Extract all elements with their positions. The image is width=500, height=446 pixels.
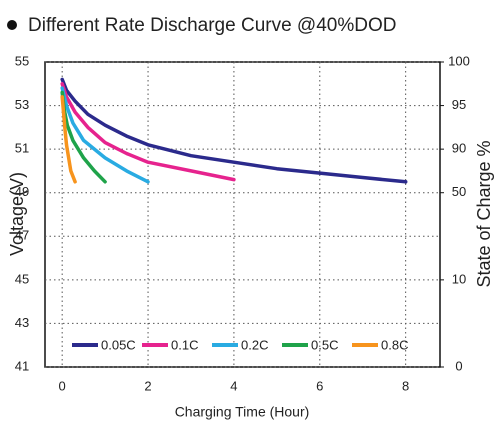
y-tick-label: 51 [15,141,29,156]
y2-tick-label: 90 [452,141,466,156]
y2-tick-label: 95 [452,97,466,112]
y-tick-label: 53 [15,97,29,112]
y2-tick-label: 50 [452,184,466,199]
x-tick-label: 8 [402,378,409,393]
y2-axis-label: State of Charge % [474,140,494,287]
chart-title: Different Rate Discharge Curve @40%DOD [28,15,396,36]
y2-tick-label: 100 [448,53,470,68]
x-tick-label: 0 [59,378,66,393]
y-tick-label: 45 [15,271,29,286]
legend-label: 0.1C [171,337,198,352]
y-tick-label: 49 [15,184,29,199]
series-line [60,77,408,184]
legend-label: 0.05C [101,337,136,352]
x-axis-label: Charging Time (Hour) [175,404,310,420]
series-line [60,82,236,182]
x-tick-label: 6 [316,378,323,393]
legend-label: 0.8C [381,337,408,352]
legend-label: 0.5C [311,337,338,352]
plot-frame [44,61,441,368]
series-line [60,95,77,184]
y-tick-label: 47 [15,228,29,243]
x-tick-label: 4 [230,378,237,393]
title-bullet [7,20,17,30]
y2-tick-label: 0 [455,358,462,373]
series-line [60,86,150,184]
y-tick-label: 41 [15,358,29,373]
y-axis-label: Voltage(V) [7,172,27,256]
legend-label: 0.2C [241,337,268,352]
x-tick-label: 2 [144,378,151,393]
y2-tick-label: 10 [452,271,466,286]
y-tick-label: 55 [15,53,29,68]
y-tick-label: 43 [15,315,29,330]
